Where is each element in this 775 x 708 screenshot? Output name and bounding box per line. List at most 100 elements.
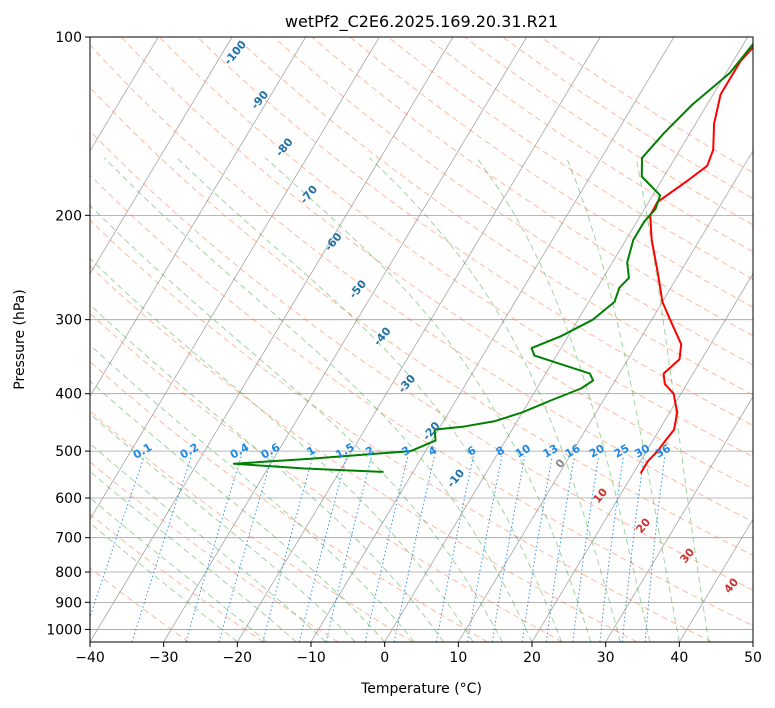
isotherm-line: [90, 37, 159, 152]
x-axis-title: Temperature (°C): [360, 681, 482, 697]
dry-adiabat-line: [120, 37, 753, 490]
y-tick-label: 1000: [46, 622, 82, 638]
moist-adiabat-line: [369, 157, 621, 642]
moist-adiabat-line: [90, 304, 445, 642]
x-tick-label: 50: [744, 650, 762, 666]
temperature-line: [639, 45, 753, 474]
isotherm-line: [384, 37, 749, 642]
isotherm-line: [752, 641, 753, 642]
mixing-ratio-label: 0.2: [178, 441, 201, 462]
y-tick-label: 500: [55, 444, 82, 460]
mixing-ratio-line: [90, 456, 145, 619]
moist-adiabat-line: [90, 204, 503, 642]
mixing-ratio-line: [325, 456, 373, 642]
dry-adiabat-line: [90, 174, 753, 627]
dry-adiabat-line: [311, 37, 753, 337]
isotherm-line: [90, 37, 454, 642]
mixing-ratio-label: 1.5: [333, 441, 356, 462]
y-tick-label: 700: [55, 531, 82, 547]
mixing-ratio-label: 0.1: [131, 441, 154, 462]
chart-title: wetPf2_C2E6.2025.169.20.31.R21: [285, 12, 558, 32]
moist-adiabat-line: [90, 380, 386, 642]
isotherm-line: [90, 37, 233, 275]
dry-adiabat-label: -70: [297, 183, 320, 207]
dry-adiabat-line: [90, 461, 339, 642]
mixing-ratio-label: 36: [653, 442, 673, 461]
mixing-ratio-line: [185, 456, 242, 642]
dry-adiabat-line: [90, 410, 414, 642]
dry-adiabat-label: -50: [346, 277, 369, 301]
dry-adiabat-line: [158, 37, 753, 458]
dry-adiabat-line: [349, 37, 753, 308]
dry-adiabat-label: -20: [420, 419, 443, 443]
isotherm-line: [90, 37, 380, 520]
y-tick-label: 900: [55, 595, 82, 611]
moist-adiabat-line: [90, 497, 268, 642]
dry-adiabat-line: [90, 567, 190, 642]
y-tick-label: 400: [55, 387, 82, 403]
y-tick-label: 200: [55, 208, 82, 224]
moist-adiabat-line: [476, 157, 651, 642]
y-tick-label: 800: [55, 565, 82, 581]
dry-adiabat-line: [426, 37, 753, 253]
mixing-ratio-line: [491, 456, 526, 642]
isotherm-line: [310, 37, 675, 642]
dry-adiabat-line: [387, 37, 753, 280]
dry-adiabat-label: -90: [248, 88, 271, 112]
mixing-ratio-line: [262, 456, 314, 642]
mixing-ratio-label: 25: [612, 442, 632, 461]
moist-adiabat-line: [90, 257, 474, 642]
mixing-ratio-line: [521, 456, 553, 642]
dry-adiabat-label: -40: [371, 324, 394, 348]
isotherm-line: [531, 272, 753, 642]
x-tick-label: 30: [597, 650, 615, 666]
moist-adiabat-line: [635, 157, 710, 642]
background-labels: 0.1 0.2 0.4 0.6 1 1.5 2 3 4 6 8 10 13 16 20 25 30 36-100-…: [131, 38, 742, 596]
isotherm-line: [678, 518, 753, 642]
moist-adiabat-line: [566, 157, 680, 642]
dry-adiabat-label: -100: [221, 38, 249, 68]
dry-adiabat-line: [90, 44, 753, 523]
mixing-ratio-line: [621, 456, 645, 642]
x-tick-label: −10: [296, 650, 326, 666]
moist-adiabat-label: 20: [633, 515, 653, 535]
x-tick-label: −20: [223, 650, 253, 666]
x-tick-label: 10: [449, 650, 467, 666]
dewpoint-line: [232, 42, 753, 473]
y-tick-label: 100: [55, 30, 82, 46]
x-tick-label: 40: [670, 650, 688, 666]
moist-adiabat-line: [90, 522, 238, 642]
y-tick-label: 600: [55, 491, 82, 507]
mixing-ratio-line: [644, 456, 666, 642]
dry-adiabat-line: [90, 360, 488, 642]
x-tick-label: −30: [149, 650, 179, 666]
profile-lines: [232, 42, 753, 474]
isotherm-line: [90, 37, 307, 398]
axes: −40 −30 −20 −10 0 10 20 30 40 5010020030040050060…: [46, 30, 762, 666]
dry-adiabat-label: -30: [395, 372, 418, 396]
moist-adiabat-line: [176, 157, 562, 642]
x-tick-label: 0: [380, 650, 389, 666]
moist-adiabat-line: [103, 157, 533, 642]
dry-adiabat-line: [273, 37, 753, 366]
isotherm-line: [605, 395, 753, 642]
dry-adiabat-line: [197, 37, 753, 427]
isotherm-line: [0, 37, 11, 642]
mixing-ratio-line: [131, 456, 192, 642]
isotherm-line: [163, 37, 528, 642]
mixing-ratio-label: 20: [587, 442, 607, 461]
moist-adiabat-label: 10: [590, 485, 610, 505]
mixing-ratio-line: [467, 456, 503, 642]
dry-adiabat-line: [90, 130, 753, 591]
mixing-ratio-line: [393, 456, 435, 642]
y-axis-title: Pressure (hPa): [12, 289, 28, 389]
dry-adiabat-line: [90, 265, 638, 642]
x-tick-label: 20: [523, 650, 541, 666]
dry-adiabat-line: [540, 37, 753, 174]
mixing-ratio-line: [572, 456, 600, 642]
x-tick-label: −40: [75, 650, 105, 666]
mixing-ratio-line: [298, 456, 348, 642]
dry-adiabat-line: [90, 86, 753, 557]
mixing-ratio-line: [545, 456, 575, 642]
